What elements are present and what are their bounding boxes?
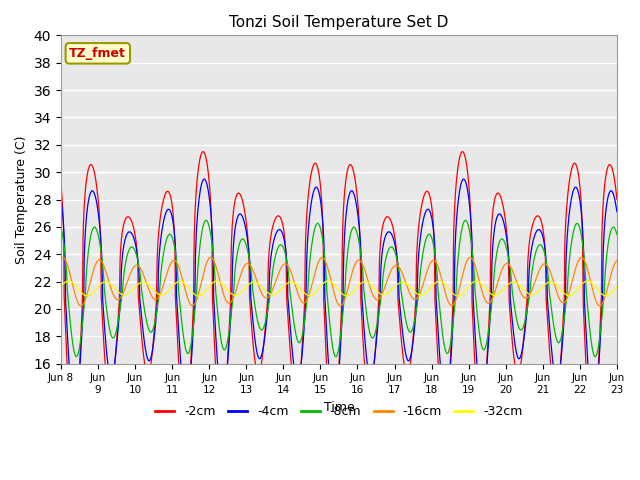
-2cm (243, 224, 251, 230)
-4cm (168, 211, 175, 217)
Line: -16cm: -16cm (61, 257, 617, 306)
-2cm (458, 149, 466, 155)
-2cm (180, 424, 188, 430)
-4cm (243, 235, 251, 240)
-8cm (167, 232, 175, 238)
-16cm (337, 303, 344, 309)
Text: TZ_fmet: TZ_fmet (69, 47, 126, 60)
-8cm (57, 226, 65, 231)
Line: -32cm: -32cm (61, 281, 617, 296)
-8cm (499, 236, 506, 242)
-4cm (613, 209, 621, 215)
-4cm (426, 208, 433, 214)
-4cm (460, 176, 467, 182)
-16cm (499, 265, 506, 271)
-4cm (499, 216, 506, 221)
Y-axis label: Soil Temperature (C): Soil Temperature (C) (15, 135, 28, 264)
Legend: -2cm, -4cm, -8cm, -16cm, -32cm: -2cm, -4cm, -8cm, -16cm, -32cm (150, 400, 527, 423)
-4cm (181, 398, 189, 404)
-4cm (548, 347, 556, 353)
-32cm (613, 284, 621, 289)
-8cm (243, 244, 251, 250)
Line: -4cm: -4cm (61, 179, 617, 411)
-32cm (426, 286, 434, 291)
-8cm (547, 304, 555, 310)
-2cm (167, 196, 175, 202)
-4cm (57, 197, 65, 203)
-32cm (548, 279, 556, 285)
-2cm (426, 191, 433, 197)
-2cm (613, 196, 621, 202)
-4cm (70, 408, 78, 414)
-16cm (180, 285, 188, 291)
-16cm (243, 261, 251, 266)
-32cm (499, 288, 506, 293)
-16cm (167, 260, 175, 266)
Line: -2cm: -2cm (61, 152, 617, 439)
-8cm (461, 217, 469, 223)
Title: Tonzi Soil Temperature Set D: Tonzi Soil Temperature Set D (229, 15, 449, 30)
-2cm (588, 436, 596, 442)
X-axis label: Time: Time (324, 401, 355, 414)
Line: -8cm: -8cm (61, 220, 617, 357)
-16cm (57, 255, 65, 261)
-2cm (547, 369, 555, 374)
-16cm (613, 258, 621, 264)
-8cm (426, 231, 433, 237)
-8cm (591, 354, 599, 360)
-16cm (467, 254, 474, 260)
-2cm (57, 183, 65, 189)
-32cm (57, 284, 65, 289)
-2cm (499, 199, 506, 204)
-16cm (548, 273, 556, 278)
-32cm (195, 293, 202, 299)
-8cm (180, 341, 188, 347)
-8cm (613, 232, 621, 238)
-32cm (181, 281, 189, 287)
-32cm (168, 285, 175, 290)
-32cm (244, 283, 252, 288)
-16cm (426, 262, 433, 268)
-32cm (65, 278, 72, 284)
